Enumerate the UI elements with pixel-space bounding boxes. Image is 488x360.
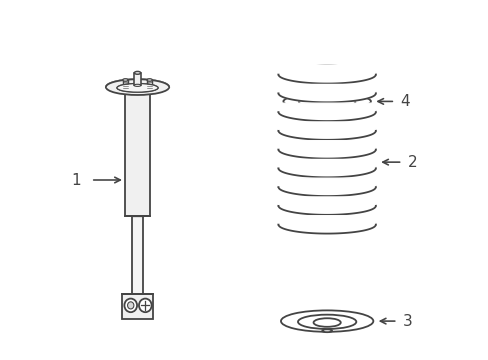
Ellipse shape xyxy=(320,101,333,104)
Polygon shape xyxy=(278,85,375,102)
Bar xyxy=(122,80,128,89)
Ellipse shape xyxy=(147,79,152,81)
Text: 2: 2 xyxy=(407,155,416,170)
Ellipse shape xyxy=(122,79,128,81)
Bar xyxy=(122,294,152,319)
Ellipse shape xyxy=(139,298,151,312)
Ellipse shape xyxy=(283,94,370,109)
Ellipse shape xyxy=(134,71,141,74)
Text: 3: 3 xyxy=(402,314,411,329)
Ellipse shape xyxy=(117,84,158,92)
Polygon shape xyxy=(278,216,375,234)
Bar xyxy=(134,73,141,85)
Polygon shape xyxy=(278,197,375,215)
Bar xyxy=(131,216,143,294)
Polygon shape xyxy=(278,122,375,140)
Ellipse shape xyxy=(322,329,331,332)
Ellipse shape xyxy=(298,97,355,108)
Ellipse shape xyxy=(106,79,169,95)
Bar xyxy=(147,80,152,89)
Text: 4: 4 xyxy=(399,94,409,109)
Ellipse shape xyxy=(281,310,372,332)
Ellipse shape xyxy=(134,84,141,86)
Polygon shape xyxy=(106,79,169,87)
Polygon shape xyxy=(278,66,375,84)
Polygon shape xyxy=(278,159,375,177)
Ellipse shape xyxy=(117,84,158,92)
Text: 1: 1 xyxy=(71,172,81,188)
Polygon shape xyxy=(318,324,335,331)
Ellipse shape xyxy=(313,318,340,327)
Bar xyxy=(124,89,150,216)
Ellipse shape xyxy=(297,315,356,329)
Polygon shape xyxy=(278,141,375,158)
Polygon shape xyxy=(278,178,375,196)
Ellipse shape xyxy=(124,298,137,312)
Polygon shape xyxy=(278,103,375,121)
Ellipse shape xyxy=(127,302,134,309)
